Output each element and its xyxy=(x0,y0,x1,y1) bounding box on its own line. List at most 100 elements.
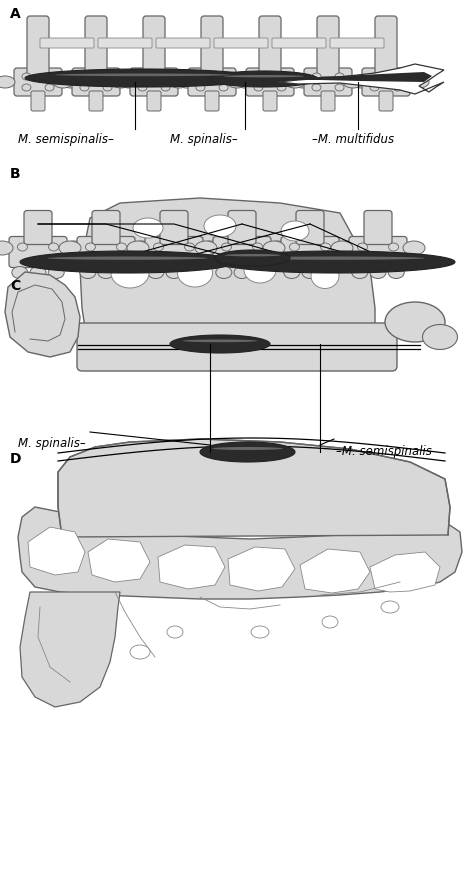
Ellipse shape xyxy=(393,84,402,91)
Polygon shape xyxy=(200,442,295,462)
Ellipse shape xyxy=(63,241,85,255)
FancyBboxPatch shape xyxy=(379,91,393,111)
FancyBboxPatch shape xyxy=(77,323,397,371)
Ellipse shape xyxy=(281,221,309,241)
Ellipse shape xyxy=(343,76,363,88)
Ellipse shape xyxy=(131,241,153,255)
Ellipse shape xyxy=(148,267,164,279)
Ellipse shape xyxy=(254,84,263,91)
Ellipse shape xyxy=(127,241,149,255)
Ellipse shape xyxy=(119,76,139,88)
Ellipse shape xyxy=(352,267,368,279)
Ellipse shape xyxy=(267,241,289,255)
Ellipse shape xyxy=(161,73,170,80)
Ellipse shape xyxy=(30,267,46,279)
FancyBboxPatch shape xyxy=(349,237,407,267)
Polygon shape xyxy=(278,64,444,94)
Ellipse shape xyxy=(49,243,59,251)
Polygon shape xyxy=(278,72,432,82)
FancyBboxPatch shape xyxy=(330,38,384,48)
Ellipse shape xyxy=(253,243,263,251)
Polygon shape xyxy=(248,256,425,260)
Ellipse shape xyxy=(388,267,404,279)
FancyBboxPatch shape xyxy=(40,38,94,48)
Ellipse shape xyxy=(22,73,31,80)
Polygon shape xyxy=(224,75,304,77)
Ellipse shape xyxy=(252,267,268,279)
Polygon shape xyxy=(228,547,295,591)
FancyBboxPatch shape xyxy=(263,91,277,111)
Ellipse shape xyxy=(251,626,269,638)
FancyBboxPatch shape xyxy=(24,210,52,245)
FancyBboxPatch shape xyxy=(98,38,152,48)
FancyBboxPatch shape xyxy=(143,16,165,77)
FancyBboxPatch shape xyxy=(31,91,45,111)
Ellipse shape xyxy=(138,73,147,80)
Ellipse shape xyxy=(403,241,425,255)
Ellipse shape xyxy=(184,243,195,251)
Ellipse shape xyxy=(133,218,163,238)
Ellipse shape xyxy=(219,84,228,91)
Ellipse shape xyxy=(357,243,367,251)
FancyBboxPatch shape xyxy=(214,38,268,48)
Ellipse shape xyxy=(53,76,73,88)
Ellipse shape xyxy=(244,257,276,283)
Ellipse shape xyxy=(45,84,54,91)
Text: –M. semispinalis: –M. semispinalis xyxy=(336,445,432,458)
Ellipse shape xyxy=(130,645,150,659)
FancyBboxPatch shape xyxy=(188,68,236,96)
Text: A: A xyxy=(10,7,21,21)
Ellipse shape xyxy=(80,84,89,91)
Ellipse shape xyxy=(335,241,357,255)
Text: M. semispinalis–: M. semispinalis– xyxy=(18,133,114,146)
Polygon shape xyxy=(58,439,450,537)
Ellipse shape xyxy=(111,258,149,288)
Ellipse shape xyxy=(322,616,338,628)
Ellipse shape xyxy=(422,324,457,350)
Ellipse shape xyxy=(227,76,247,88)
FancyBboxPatch shape xyxy=(296,210,324,245)
Ellipse shape xyxy=(167,626,183,638)
Ellipse shape xyxy=(320,267,336,279)
Ellipse shape xyxy=(111,76,131,88)
FancyBboxPatch shape xyxy=(375,16,397,77)
Ellipse shape xyxy=(409,76,429,88)
Polygon shape xyxy=(170,335,270,353)
Ellipse shape xyxy=(221,243,231,251)
Text: C: C xyxy=(10,279,20,293)
Ellipse shape xyxy=(161,84,170,91)
Text: –M. multifidus: –M. multifidus xyxy=(312,133,394,146)
FancyBboxPatch shape xyxy=(246,68,294,96)
Polygon shape xyxy=(55,74,230,76)
FancyBboxPatch shape xyxy=(362,68,410,96)
Ellipse shape xyxy=(0,241,13,255)
Ellipse shape xyxy=(0,76,15,88)
Ellipse shape xyxy=(277,84,286,91)
Ellipse shape xyxy=(320,243,330,251)
Ellipse shape xyxy=(103,73,112,80)
Ellipse shape xyxy=(381,601,399,613)
FancyBboxPatch shape xyxy=(364,210,392,245)
FancyBboxPatch shape xyxy=(201,16,223,77)
FancyBboxPatch shape xyxy=(9,237,67,267)
Ellipse shape xyxy=(22,84,31,91)
Ellipse shape xyxy=(177,76,197,88)
Polygon shape xyxy=(158,545,225,589)
Polygon shape xyxy=(300,549,370,593)
Ellipse shape xyxy=(351,76,371,88)
Ellipse shape xyxy=(290,243,300,251)
Ellipse shape xyxy=(335,73,344,80)
Ellipse shape xyxy=(370,73,379,80)
Ellipse shape xyxy=(199,241,221,255)
FancyBboxPatch shape xyxy=(85,16,107,77)
Ellipse shape xyxy=(285,76,305,88)
Polygon shape xyxy=(5,272,80,357)
FancyBboxPatch shape xyxy=(259,16,281,77)
Ellipse shape xyxy=(166,267,182,279)
Ellipse shape xyxy=(335,84,344,91)
Polygon shape xyxy=(210,71,318,87)
Polygon shape xyxy=(88,539,150,582)
Ellipse shape xyxy=(204,215,236,237)
Ellipse shape xyxy=(312,84,321,91)
Ellipse shape xyxy=(393,73,402,80)
